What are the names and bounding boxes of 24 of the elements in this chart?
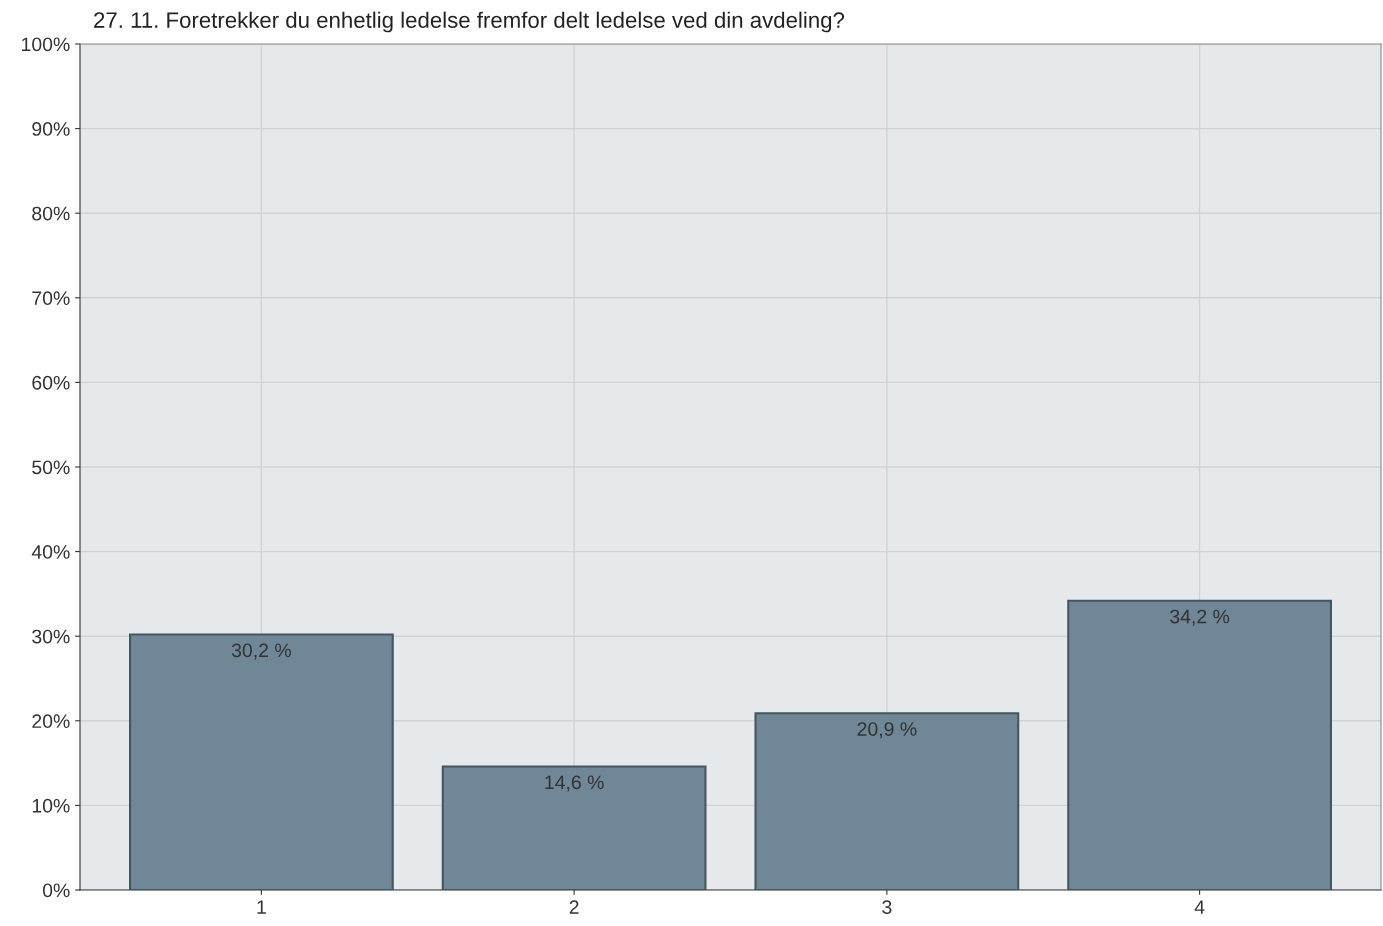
y-tick-label: 60% <box>32 375 70 390</box>
y-tick-label: 30% <box>32 629 70 644</box>
y-tick-label: 20% <box>32 714 70 729</box>
y-tick-label: 0% <box>42 883 70 898</box>
x-tick-label: 1 <box>257 900 266 914</box>
data-label: 14,6 % <box>545 775 604 792</box>
x-tick-label: 2 <box>569 900 579 914</box>
x-tick-label: 4 <box>1194 900 1205 914</box>
data-label: 34,2 % <box>1170 609 1230 626</box>
bar <box>754 712 1020 890</box>
y-tick-label: 100% <box>22 37 70 52</box>
data-label: 30,2 % <box>231 643 291 660</box>
bar <box>1067 599 1332 890</box>
y-tick-label: 70% <box>32 291 70 306</box>
y-tick-label: 90% <box>32 122 70 136</box>
y-tick-label: 10% <box>32 798 70 813</box>
y-tick-label: 50% <box>32 460 70 475</box>
data-label: 20,9 % <box>857 722 917 739</box>
bar <box>129 633 394 890</box>
bar <box>441 765 707 890</box>
chart-title: 27. 11. Foretrekker du enhetlig ledelse fremfor delt ledelse ved din avdeling? <box>94 11 845 33</box>
y-tick-label: 80% <box>32 206 70 221</box>
y-tick-label: 40% <box>31 545 70 559</box>
x-tick-label: 3 <box>882 900 892 914</box>
